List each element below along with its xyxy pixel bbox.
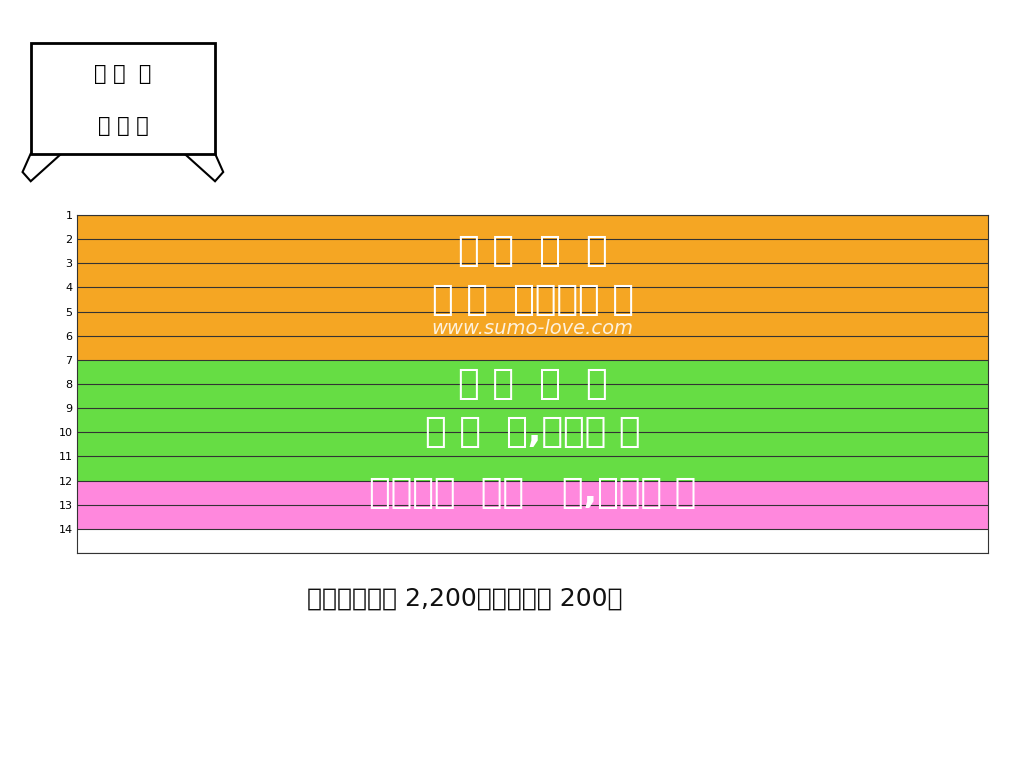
FancyBboxPatch shape [31,43,215,154]
Text: イスＣ席  １人   ３,８００ 円: イスＣ席 １人 ３,８００ 円 [369,475,696,510]
Bar [77,215,988,360]
Text: イ ス  Ｂ  席: イ ス Ｂ 席 [458,367,607,401]
Text: １ 人  ８５００ 円: １ 人 ８５００ 円 [431,283,634,316]
Bar [77,481,988,529]
Polygon shape [23,154,61,181]
Bar [77,360,988,481]
Text: イ ス  Ａ  席: イ ス Ａ 席 [458,234,607,268]
Text: 自由席　大人 2,200円　子ども 200円: 自由席 大人 2,200円 子ども 200円 [307,587,623,611]
Text: イ ス  席: イ ス 席 [94,64,152,84]
Text: １ 人  ５,１００ 円: １ 人 ５,１００ 円 [425,415,640,449]
Polygon shape [184,154,223,181]
Text: www.sumo-love.com: www.sumo-love.com [431,319,634,338]
Text: 旧 料 金: 旧 料 金 [97,116,148,136]
